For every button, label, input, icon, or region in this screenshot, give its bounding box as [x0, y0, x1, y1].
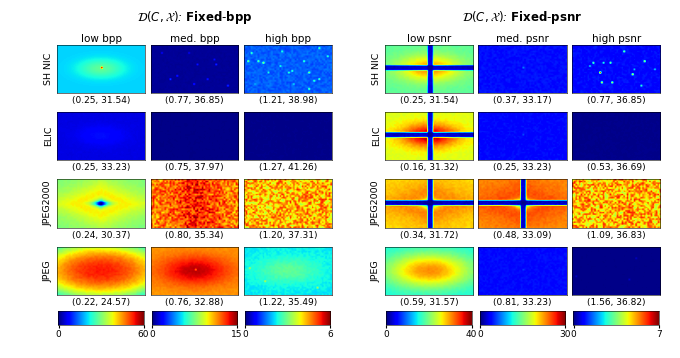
Text: (0.48, 33.09): (0.48, 33.09) — [493, 231, 552, 240]
Text: med. bpp: med. bpp — [170, 34, 219, 44]
Text: (0.80, 35.34): (0.80, 35.34) — [165, 231, 224, 240]
Text: (0.25, 33.23): (0.25, 33.23) — [494, 163, 551, 172]
Text: ELIC: ELIC — [372, 126, 381, 146]
Text: (1.09, 36.83): (1.09, 36.83) — [587, 231, 645, 240]
Text: high bpp: high bpp — [265, 34, 311, 44]
Text: (0.77, 36.85): (0.77, 36.85) — [165, 96, 224, 105]
Text: (0.59, 31.57): (0.59, 31.57) — [400, 298, 458, 307]
Text: (1.27, 41.26): (1.27, 41.26) — [259, 163, 317, 172]
Text: JPEG: JPEG — [44, 260, 53, 282]
Text: (1.20, 37.31): (1.20, 37.31) — [258, 231, 317, 240]
Text: (0.22, 24.57): (0.22, 24.57) — [72, 298, 130, 307]
Text: $\mathcal{D}(C, \mathcal{X})$: $\mathbf{Fixed\text{-}bpp}$: $\mathcal{D}(C, \mathcal{X})$: $\mathbf{… — [137, 9, 252, 26]
Text: (0.37, 33.17): (0.37, 33.17) — [493, 96, 552, 105]
Text: JPEG2000: JPEG2000 — [44, 181, 53, 226]
Text: (1.21, 38.98): (1.21, 38.98) — [258, 96, 317, 105]
Text: (0.25, 33.23): (0.25, 33.23) — [72, 163, 131, 172]
Text: SH NIC: SH NIC — [44, 53, 53, 85]
Text: ELIC: ELIC — [44, 126, 53, 146]
Text: (0.76, 32.88): (0.76, 32.88) — [165, 298, 224, 307]
Text: low bpp: low bpp — [81, 34, 122, 44]
Text: (0.53, 36.69): (0.53, 36.69) — [587, 163, 645, 172]
Text: JPEG: JPEG — [372, 260, 381, 282]
Text: (0.16, 31.32): (0.16, 31.32) — [400, 163, 458, 172]
Text: (0.81, 33.23): (0.81, 33.23) — [493, 298, 552, 307]
Text: (1.56, 36.82): (1.56, 36.82) — [587, 298, 645, 307]
Text: (0.25, 31.54): (0.25, 31.54) — [400, 96, 458, 105]
Text: (0.25, 31.54): (0.25, 31.54) — [72, 96, 131, 105]
Text: $\mathcal{D}(C, \mathcal{X})$: $\mathbf{Fixed\text{-}psnr}$: $\mathcal{D}(C, \mathcal{X})$: $\mathbf{… — [462, 9, 583, 26]
Text: (0.34, 31.72): (0.34, 31.72) — [400, 231, 458, 240]
Text: JPEG2000: JPEG2000 — [372, 181, 381, 226]
Text: SH NIC: SH NIC — [372, 53, 381, 85]
Text: (1.22, 35.49): (1.22, 35.49) — [259, 298, 317, 307]
Text: (0.77, 36.85): (0.77, 36.85) — [587, 96, 645, 105]
Text: (0.75, 37.97): (0.75, 37.97) — [165, 163, 224, 172]
Text: (0.24, 30.37): (0.24, 30.37) — [72, 231, 131, 240]
Text: med. psnr: med. psnr — [496, 34, 549, 44]
Text: high psnr: high psnr — [592, 34, 641, 44]
Text: low psnr: low psnr — [407, 34, 451, 44]
